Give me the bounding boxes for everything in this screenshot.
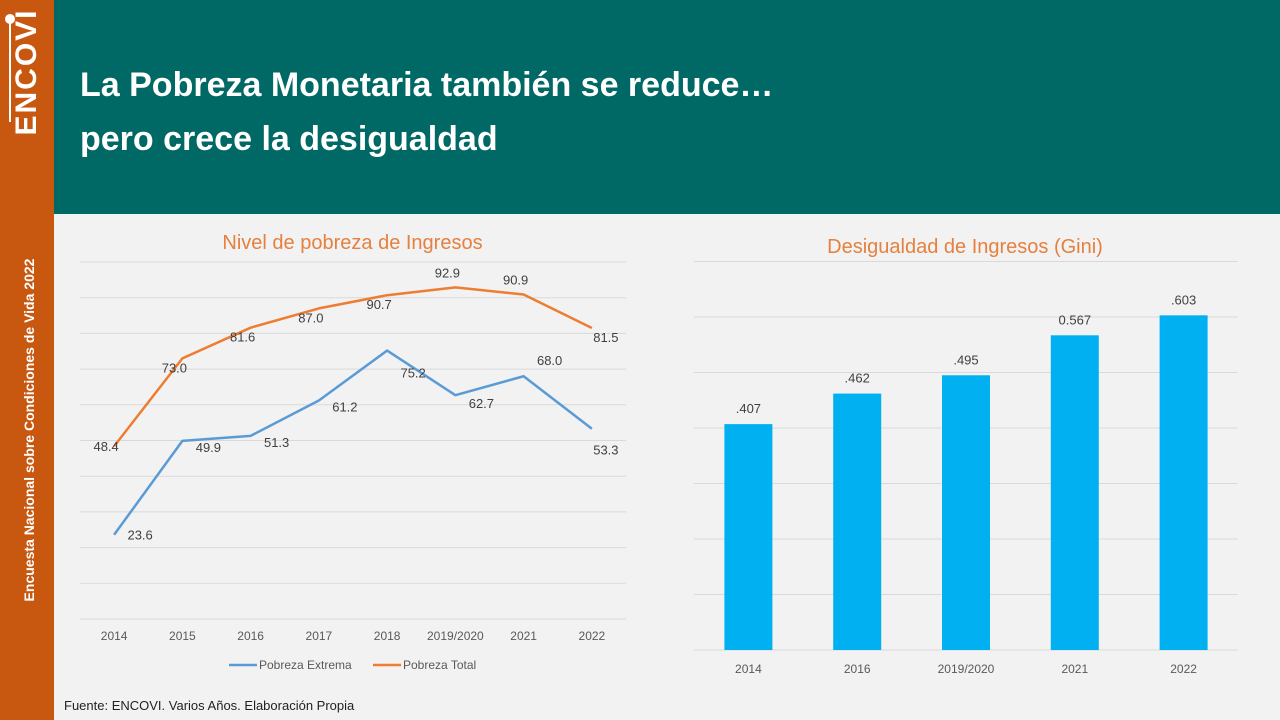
page-title: La Pobreza Monetaria también se reduce… … [80, 66, 774, 158]
data-label: .603 [1171, 292, 1196, 307]
logo-text: ENCOVI [10, 8, 43, 136]
line-chart: 2014 2015 2016 2017 2018 2019/2020 2021 2022 23.… [80, 261, 626, 672]
data-label: 90.9 [503, 272, 528, 287]
series-line-extrema [113, 349, 593, 536]
data-label: 0.567 [1059, 312, 1092, 327]
data-label: 90.7 [366, 297, 391, 312]
bar [942, 375, 990, 650]
x-tick-label: 2021 [1061, 662, 1088, 676]
legend-label: Pobreza Total [403, 658, 476, 672]
bar [1159, 315, 1208, 650]
line-chart-title: Nivel de pobreza de Ingresos [222, 232, 483, 254]
logo-dot [5, 14, 15, 24]
bar [724, 424, 773, 650]
data-label: 68.0 [537, 353, 562, 368]
data-label: .407 [736, 401, 761, 416]
data-label: .495 [953, 352, 978, 367]
data-label: 62.7 [469, 396, 494, 411]
data-label: 48.4 [93, 439, 118, 454]
data-label: 81.6 [230, 330, 255, 345]
x-tick-label: 2016 [844, 662, 871, 676]
sidebar: ENCOVI Encuesta Nacional sobre Condicion… [0, 0, 54, 720]
x-tick-label: 2019/2020 [938, 662, 995, 676]
bar [1050, 335, 1099, 650]
header [54, 0, 1280, 214]
x-tick-label: 2014 [735, 662, 762, 676]
bar [833, 393, 882, 650]
data-label: 23.6 [127, 528, 152, 543]
data-label: 75.2 [400, 366, 425, 381]
data-label: 61.2 [332, 400, 357, 415]
data-label: 53.3 [593, 443, 618, 458]
series-line-total [113, 286, 593, 447]
x-tick-label: 2014 [101, 629, 128, 643]
x-tick-label: 2021 [510, 629, 537, 643]
x-tick-label: 2022 [1170, 662, 1197, 676]
x-tick-label: 2015 [169, 629, 196, 643]
encovi-logo: ENCOVI [0, 0, 54, 140]
sidebar-vertical-text: Encuesta Nacional sobre Condiciones de V… [21, 258, 37, 602]
x-tick-label: 2016 [237, 629, 264, 643]
x-tick-label: 2018 [374, 629, 401, 643]
x-tick-label: 2019/2020 [427, 629, 484, 643]
x-tick-label: 2017 [306, 629, 333, 643]
data-label: .462 [845, 371, 870, 386]
data-label: 49.9 [196, 440, 221, 455]
data-label: 73.0 [162, 360, 187, 375]
data-label: 87.0 [298, 310, 323, 325]
x-tick-label: 2022 [579, 629, 606, 643]
bar-chart: .407 2014 .462 2016 .495 2019/2020 0.567 2021 .6… [694, 261, 1238, 676]
data-label: 81.5 [593, 330, 618, 345]
data-label: 92.9 [435, 265, 460, 280]
source-note: Fuente: ENCOVI. Varios Años. Elaboración… [64, 698, 355, 713]
data-label: 51.3 [264, 435, 289, 450]
logo-line [9, 22, 11, 122]
bar-chart-title: Desigualdad de Ingresos (Gini) [827, 236, 1103, 258]
legend-label: Pobreza Extrema [259, 658, 352, 672]
